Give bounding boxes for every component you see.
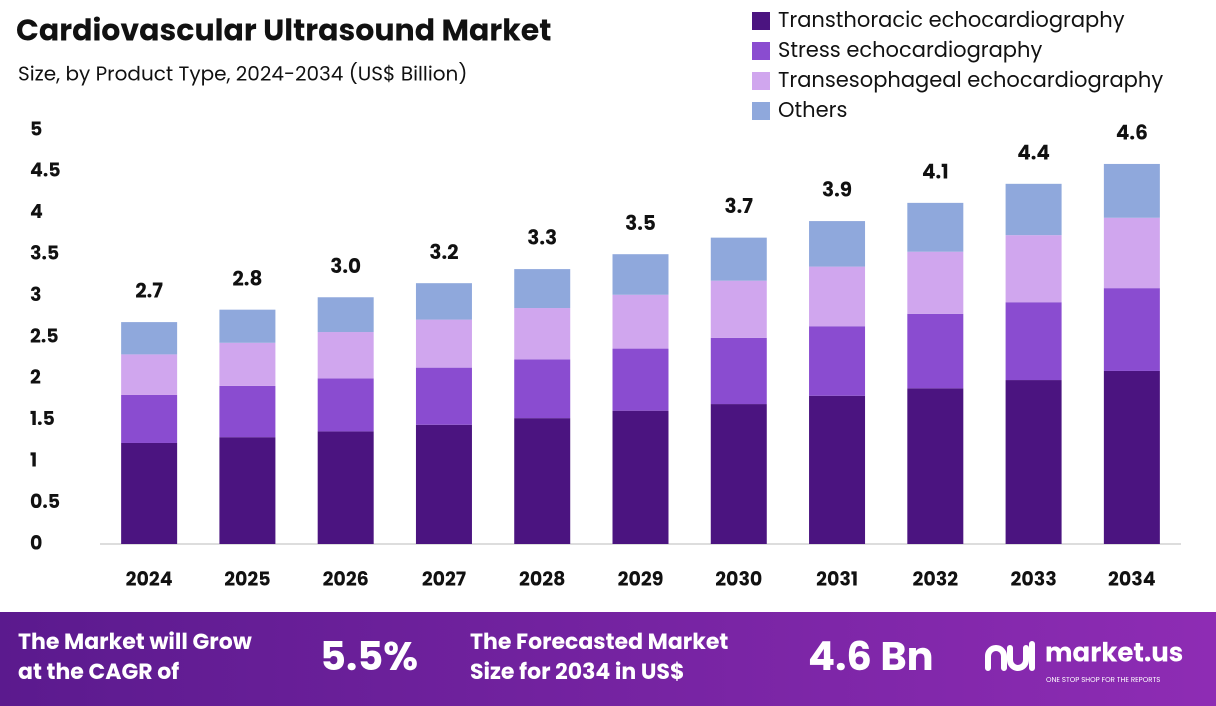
bar-segment: [710, 237, 767, 281]
cagr-text: at the CAGR of: [18, 656, 179, 687]
bar-segment: [1005, 302, 1062, 381]
y-tick-label: 3: [30, 281, 42, 308]
legend-label: Transesophageal echocardiography: [778, 66, 1163, 95]
total-label: 4.4: [1017, 138, 1050, 166]
x-tick-label: 2026: [323, 565, 369, 592]
bar-segment: [219, 309, 276, 343]
x-tick-label: 2024: [126, 565, 173, 592]
bar-segment: [612, 410, 669, 544]
bar-segment: [710, 337, 767, 405]
y-tick-label: 3.5: [30, 239, 59, 266]
legend-label: Transthoracic echocardiography: [778, 6, 1125, 35]
bar-segment: [317, 332, 374, 379]
bar-segment: [907, 202, 964, 252]
y-tick-label: 1: [30, 446, 37, 473]
bar-segment: [809, 266, 866, 327]
bar-segment: [317, 297, 374, 333]
cagr-text: The Market will Grow: [18, 626, 252, 657]
bar-segment: [1103, 288, 1160, 371]
bar-segment: [907, 251, 964, 314]
y-tick-label: 1.5: [30, 405, 55, 432]
bar-segment: [121, 442, 178, 544]
bar-segment: [1005, 183, 1062, 236]
forecast-text: Size for 2034 in US$: [470, 656, 684, 687]
y-tick-label: 2: [30, 364, 41, 391]
bar-segment: [1005, 235, 1062, 303]
bar-segment: [415, 367, 472, 425]
chart-title: Cardiovascular Ultrasound Market: [16, 8, 551, 51]
bar-segment: [219, 437, 276, 544]
bar-segment: [121, 322, 178, 355]
total-label: 3.7: [725, 192, 754, 220]
bar-segment: [415, 283, 472, 320]
x-tick-label: 2034: [1108, 565, 1156, 592]
legend-swatch: [752, 12, 770, 30]
bar-segment: [907, 313, 964, 389]
legend-swatch: [752, 72, 770, 90]
x-tick-label: 2028: [519, 565, 565, 592]
total-label: 3.0: [330, 252, 361, 280]
brand: market.us: [1045, 635, 1183, 671]
brand-logo: [985, 641, 1035, 671]
legend-swatch: [752, 102, 770, 120]
bar-segment: [1103, 370, 1160, 544]
bar-segment: [514, 359, 571, 419]
bar-segment: [415, 319, 472, 368]
x-tick-label: 2031: [816, 565, 858, 592]
y-tick-label: 5: [30, 115, 42, 142]
y-tick-label: 0: [30, 529, 42, 556]
legend-swatch: [752, 42, 770, 60]
bar-segment: [219, 385, 276, 438]
total-label: 2.7: [135, 277, 163, 305]
bar-segment: [1005, 380, 1062, 544]
legend-label: Others: [778, 96, 847, 125]
bar-segment: [612, 294, 669, 349]
x-tick-label: 2033: [1010, 565, 1056, 592]
cagr-value: 5.5%: [320, 628, 418, 684]
x-tick-label: 2027: [422, 565, 466, 592]
total-label: 4.1: [922, 157, 949, 185]
bar-segment: [809, 395, 866, 544]
y-tick-label: 4: [30, 198, 43, 225]
bar-segment: [809, 221, 866, 267]
legend-label: Stress echocardiography: [778, 36, 1042, 65]
bar-segment: [514, 418, 571, 544]
total-label: 4.6: [1116, 119, 1148, 147]
total-label: 2.8: [232, 264, 262, 292]
bar-segment: [809, 326, 866, 396]
bar-segment: [710, 404, 767, 544]
total-label: 3.3: [527, 224, 557, 252]
bar-segment: [1103, 217, 1160, 289]
x-tick-label: 2032: [913, 565, 959, 592]
total-label: 3.2: [429, 238, 458, 266]
x-tick-label: 2025: [224, 565, 270, 592]
total-label: 3.9: [822, 176, 852, 204]
tagline: ONE STOP SHOP FOR THE REPORTS: [1046, 676, 1160, 685]
bar-segment: [415, 424, 472, 544]
bar-segment: [317, 378, 374, 432]
bar-segment: [907, 388, 964, 544]
x-tick-label: 2030: [715, 565, 762, 592]
total-label: 3.5: [625, 209, 656, 237]
bar-segment: [514, 308, 571, 360]
bar-segment: [514, 269, 571, 309]
forecast-value: 4.6 Bn: [808, 628, 934, 684]
y-tick-label: 4.5: [30, 157, 61, 184]
bar-segment: [121, 394, 178, 443]
bar-segment: [612, 348, 669, 411]
y-tick-label: 0.5: [30, 488, 60, 515]
y-tick-label: 2.5: [30, 322, 59, 349]
chart-subtitle: Size, by Product Type, 2024-2034 (US$ Bi…: [18, 59, 467, 87]
bar-segment: [1103, 163, 1160, 218]
forecast-text: The Forecasted Market: [470, 626, 728, 657]
x-tick-label: 2029: [618, 565, 664, 592]
bar-segment: [612, 254, 669, 295]
bar-segment: [121, 354, 178, 395]
bar-segment: [219, 342, 276, 386]
footer-banner: [0, 612, 1216, 706]
bar-segment: [710, 280, 767, 338]
bar-segment: [317, 431, 374, 544]
